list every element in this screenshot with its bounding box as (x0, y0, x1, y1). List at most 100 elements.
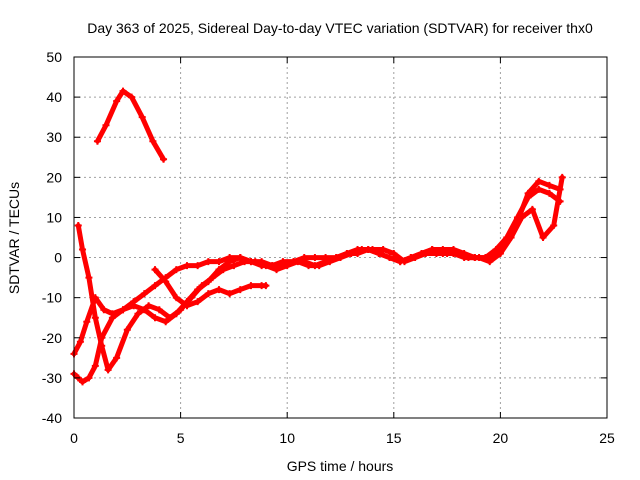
data-point (194, 262, 202, 270)
data-point (432, 250, 440, 258)
data-point (486, 258, 494, 266)
data-point (128, 93, 136, 101)
data-point (102, 121, 110, 129)
data-point (113, 354, 121, 362)
data-point (119, 87, 127, 95)
data-point (98, 342, 106, 350)
data-point (108, 310, 116, 318)
axis-ticks: 0 5 10 15 20 25 -40 -30 -20 -10 0 10 20 30 40 50 (42, 49, 615, 446)
data-point (300, 254, 308, 262)
data-point (194, 298, 202, 306)
data-point (411, 254, 419, 262)
data-series (70, 87, 566, 386)
x-axis-label: GPS time / hours (287, 458, 394, 474)
data-point (140, 290, 148, 298)
data-point (443, 250, 451, 258)
data-point (172, 294, 180, 302)
data-point (390, 250, 398, 258)
data-point (130, 298, 138, 306)
x-tick-label: 5 (177, 430, 185, 446)
data-point (74, 221, 82, 229)
data-point (113, 97, 121, 105)
data-point (386, 254, 394, 262)
y-tick-label: 40 (46, 89, 62, 105)
data-point (422, 250, 430, 258)
data-point (236, 254, 244, 262)
data-point (93, 137, 101, 145)
data-point (368, 246, 376, 254)
data-point (535, 177, 543, 185)
y-tick-label: 50 (46, 49, 62, 65)
grid-lines (74, 57, 607, 418)
y-tick-label: -20 (42, 330, 62, 346)
data-point (145, 302, 153, 310)
data-point (151, 282, 159, 290)
x-tick-label: 25 (599, 430, 615, 446)
data-point (464, 254, 472, 262)
y-axis-label: SDTVAR / TECUs (6, 182, 22, 294)
data-point (91, 362, 99, 370)
data-point (119, 306, 127, 314)
data-point (283, 262, 291, 270)
data-point (172, 266, 180, 274)
data-point (79, 378, 87, 386)
series-line-arc-4 (75, 174, 565, 373)
data-point (138, 113, 146, 121)
data-point (507, 234, 515, 241)
y-tick-label: -10 (42, 290, 62, 306)
data-point (215, 286, 223, 294)
data-point (85, 374, 93, 382)
data-point (79, 246, 87, 254)
data-point (262, 282, 270, 290)
data-point (475, 254, 483, 262)
plot-area-border (73, 56, 608, 419)
data-point (379, 246, 387, 254)
data-point (91, 314, 99, 322)
data-point (400, 258, 408, 266)
data-point (209, 274, 217, 282)
y-tick-label: 20 (46, 169, 62, 185)
data-point (204, 258, 212, 266)
data-point (294, 258, 302, 266)
data-point (358, 246, 366, 254)
data-point (123, 326, 131, 334)
data-point (166, 314, 174, 322)
data-point (160, 155, 168, 163)
y-tick-label: -40 (42, 410, 62, 426)
data-point (226, 290, 234, 298)
data-point (219, 266, 227, 274)
data-point (322, 254, 330, 262)
data-point (496, 250, 504, 258)
y-tick-label: -30 (42, 370, 62, 386)
data-point (528, 205, 536, 213)
data-point (236, 286, 244, 294)
data-point (251, 258, 259, 266)
data-point (305, 262, 313, 270)
chart-title: Day 363 of 2025, Sidereal Day-to-day VTE… (87, 20, 593, 36)
data-point (215, 258, 223, 266)
data-point (162, 278, 170, 286)
data-point (151, 266, 159, 274)
data-point (545, 181, 553, 189)
data-point (311, 254, 319, 262)
data-point (247, 282, 255, 290)
data-point (550, 221, 558, 229)
data-point (187, 294, 195, 302)
data-point (535, 185, 543, 193)
data-point (134, 310, 142, 318)
data-point (279, 258, 287, 266)
data-point (85, 274, 93, 282)
data-point (337, 254, 344, 262)
data-point (518, 213, 526, 221)
data-point (100, 306, 108, 314)
data-point (315, 262, 323, 270)
y-tick-label: 10 (46, 209, 62, 225)
data-point (198, 282, 206, 290)
x-tick-label: 10 (279, 430, 295, 446)
data-point (83, 318, 91, 326)
data-point (204, 290, 212, 298)
x-tick-label: 15 (386, 430, 402, 446)
y-tick-label: 30 (46, 129, 62, 145)
data-point (262, 262, 270, 270)
data-point (230, 262, 238, 270)
